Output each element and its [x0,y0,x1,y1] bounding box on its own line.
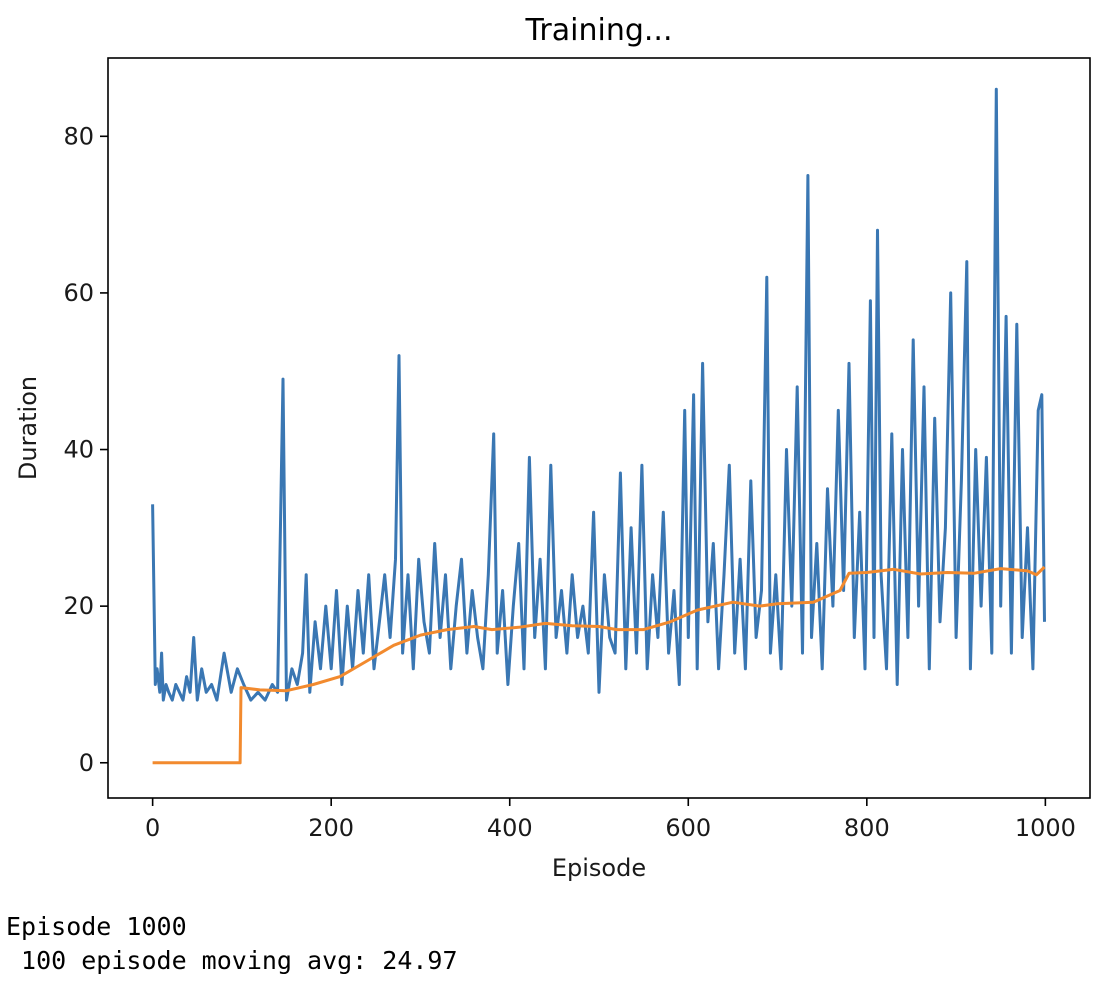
series-line-2 [152,565,1046,765]
y-tick-label: 60 [63,279,94,307]
training-chart: 0 200 400 600 800 1000 0 20 40 60 80 Training... Epi… [14,13,1091,882]
x-tick-label: 800 [844,814,890,842]
y-tick-label: 80 [63,122,94,150]
x-tick-label: 200 [308,814,354,842]
y-axis-label: Duration [14,376,42,480]
chart-title: Training... [525,13,673,48]
plot-frame [107,57,1091,799]
console-line-moving-avg: 100 episode moving avg: 24.97 [6,946,458,975]
y-tick-label: 0 [79,749,94,777]
x-tick-label: 600 [665,814,711,842]
x-axis-label: Episode [552,854,646,882]
x-tick-label: 400 [487,814,533,842]
chart-svg: 0 200 400 600 800 1000 0 20 40 60 80 Training... Epi… [14,13,1091,882]
x-tick-label: 0 [145,814,160,842]
y-tick-label: 40 [63,436,94,464]
y-tick-label: 20 [63,592,94,620]
console-line-episode: Episode 1000 [6,912,187,941]
series-line-1 [151,87,1046,702]
x-tick-label: 1000 [1015,814,1076,842]
console-output: Episode 1000 100 episode moving avg: 24.… [6,910,458,978]
